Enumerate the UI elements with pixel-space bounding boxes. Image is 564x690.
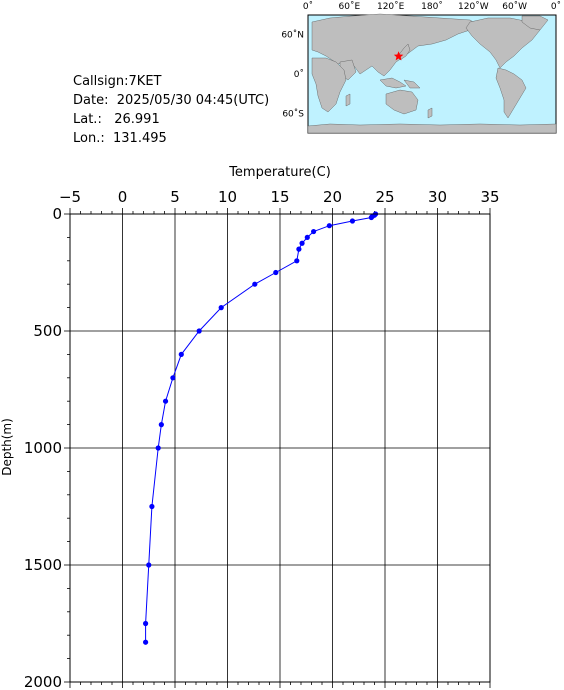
x-tick-labels: −5 0 5 10 15 20 25 30 35 <box>59 188 500 206</box>
map-lon-tick-label: 120˚W <box>458 1 489 12</box>
data-point <box>368 214 374 221</box>
map-lat-tick-label: 60˚S <box>282 108 304 119</box>
map-lat-tick-label: 0˚ <box>294 69 304 80</box>
lat-label: Lat.: <box>73 112 102 127</box>
map-lon-tick-label: 180˚ <box>421 1 443 12</box>
y-tick-label: 2000 <box>24 673 62 690</box>
data-point <box>273 269 279 276</box>
x-axis-title: Temperature(C) <box>228 165 331 180</box>
date-value: 2025/05/30 04:45(UTC) <box>116 93 270 108</box>
chart-grid <box>64 208 491 688</box>
lon-value: 131.495 <box>113 131 167 146</box>
x-tick-label: 0 <box>118 188 128 206</box>
data-point <box>294 258 300 264</box>
data-point <box>158 422 164 428</box>
data-point <box>178 351 184 357</box>
callsign-label: Callsign: <box>73 74 129 89</box>
data-point <box>162 398 169 404</box>
data-point <box>252 281 258 287</box>
data-point <box>311 228 317 235</box>
data-point <box>170 375 176 381</box>
x-tick-label: 30 <box>428 188 447 206</box>
station-marker-icon <box>393 51 404 61</box>
lon-row: Lon.: 131.495 <box>73 129 269 148</box>
x-tick-label: 15 <box>270 188 289 206</box>
map-lat-tick-label: 60˚N <box>281 30 304 41</box>
data-point <box>304 234 310 240</box>
y-tick-label: 0 <box>52 205 62 223</box>
x-tick-label: 5 <box>170 188 180 206</box>
lat-row: Lat.: 26.991 <box>73 110 269 129</box>
data-point <box>218 305 224 311</box>
data-point <box>143 620 149 627</box>
data-point <box>299 240 305 246</box>
map-land <box>307 13 557 134</box>
x-tick-label: 25 <box>375 188 394 206</box>
data-point <box>149 503 155 510</box>
date-label: Date: <box>73 93 109 108</box>
world-map: 0˚ 60˚E 120˚E 180˚ 120˚W 60˚W 0˚ 60˚N 0˚ 60˚S <box>281 1 561 134</box>
series-temperature <box>143 211 379 645</box>
map-lon-tick-label: 120˚E <box>377 1 405 12</box>
data-point <box>349 218 356 224</box>
data-point <box>196 328 202 334</box>
y-tick-label: 1000 <box>24 439 62 457</box>
lat-value: 26.991 <box>114 112 160 127</box>
y-tick-label: 1500 <box>24 556 62 574</box>
data-point <box>146 562 152 568</box>
map-lon-tick-label: 0˚ <box>303 1 313 12</box>
data-point <box>372 211 379 217</box>
map-lat-tick-labels: 60˚N 0˚ 60˚S <box>281 30 311 119</box>
data-point <box>326 223 332 229</box>
data-point <box>296 246 302 252</box>
station-info: Callsign:7KET Date: 2025/05/30 04:45(UTC… <box>73 72 269 148</box>
map-lon-tick-label: 0˚ <box>551 1 561 12</box>
station-marker-star <box>393 51 404 61</box>
x-tick-label: 35 <box>480 188 499 206</box>
data-point <box>155 445 161 451</box>
map-lon-tick-label: 60˚W <box>502 1 527 12</box>
date-row: Date: 2025/05/30 04:45(UTC) <box>73 91 269 110</box>
x-tick-label: −5 <box>59 188 81 206</box>
data-point <box>369 213 375 219</box>
series-line <box>145 213 376 643</box>
plot-frame <box>69 213 491 683</box>
callsign-value: 7KET <box>128 74 162 89</box>
x-tick-label: 10 <box>218 188 237 206</box>
data-point <box>143 639 149 645</box>
callsign-row: Callsign:7KET <box>73 72 269 91</box>
y-tick-label: 500 <box>33 322 62 340</box>
x-tick-label: 20 <box>323 188 342 206</box>
y-axis-title: Depth(m) <box>0 418 14 476</box>
lon-label: Lon.: <box>73 131 105 146</box>
map-lon-tick-label: 60˚E <box>339 1 361 12</box>
y-tick-labels: 0 500 1000 1500 2000 <box>24 205 62 690</box>
data-point <box>371 212 378 218</box>
